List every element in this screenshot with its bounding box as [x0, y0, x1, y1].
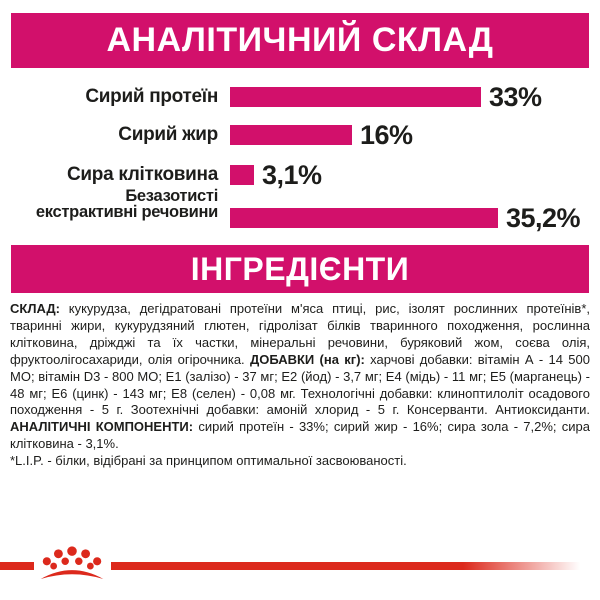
chart-bar	[230, 87, 481, 107]
chart-category-label: Безазотисті екстрактивні речовини	[35, 187, 218, 221]
chart-bar	[230, 208, 498, 228]
chart-bar	[230, 165, 254, 185]
chart-category-label: Сирий протеїн	[85, 86, 218, 107]
chart-row: Безазотисті екстрактивні речовини 35,2%	[0, 188, 581, 233]
ingredients-header-text: ІНГРЕДІЄНТИ	[190, 250, 410, 287]
royal-canin-crown-icon	[40, 546, 104, 579]
ingredients-inline-heading: ДОБАВКИ (на кг):	[249, 351, 365, 367]
chart-value-label: 3,1%	[262, 159, 322, 190]
ingredients-body: СКЛАД: кукурудза, дегідратовані протеїни…	[10, 301, 590, 470]
ingredients-header: ІНГРЕДІЄНТИ	[11, 245, 589, 293]
chart-row: Сира клітковина 3,1%	[0, 160, 322, 190]
chart-row: Сирий протеїн 33%	[0, 82, 542, 112]
red-divider-line-left	[0, 562, 34, 570]
analytical-chart: Сирий протеїн 33% Сирий жир 16% Сира клітков…	[0, 0, 600, 240]
chart-row: Сирий жир 16%	[0, 120, 413, 150]
red-divider-line-right	[111, 562, 600, 570]
ingredients-text-segment: харчові добавки: вітамін А - 14 500 МО; …	[10, 351, 590, 418]
chart-value-label: 16%	[360, 119, 413, 150]
ingredients-text-segment: кукурудза, дегідратовані протеїни м'яса …	[10, 301, 590, 367]
chart-value-label: 35,2%	[506, 202, 581, 233]
lip-footnote: *L.I.P. - білки, відібрані за принципом …	[10, 453, 407, 469]
chart-value-label: 33%	[489, 81, 542, 112]
chart-category-label: Сирий жир	[118, 124, 218, 145]
ingredients-paragraph: СКЛАД: кукурудза, дегідратовані протеїни…	[10, 301, 590, 453]
ingredients-inline-heading: АНАЛІТИЧНІ КОМПОНЕНТИ:	[10, 419, 194, 435]
chart-category-label: Сира клітковина	[66, 164, 218, 185]
chart-bar	[230, 125, 352, 145]
analytical-composition-header: АНАЛІТИЧНИЙ СКЛАД	[11, 13, 589, 68]
analytical-header-text: АНАЛІТИЧНИЙ СКЛАД	[106, 21, 494, 59]
ingredients-text-segment: сирий протеїн - 33%; сирий жир - 16%; си…	[10, 419, 590, 452]
ingredients-inline-heading: СКЛАД:	[10, 301, 60, 316]
